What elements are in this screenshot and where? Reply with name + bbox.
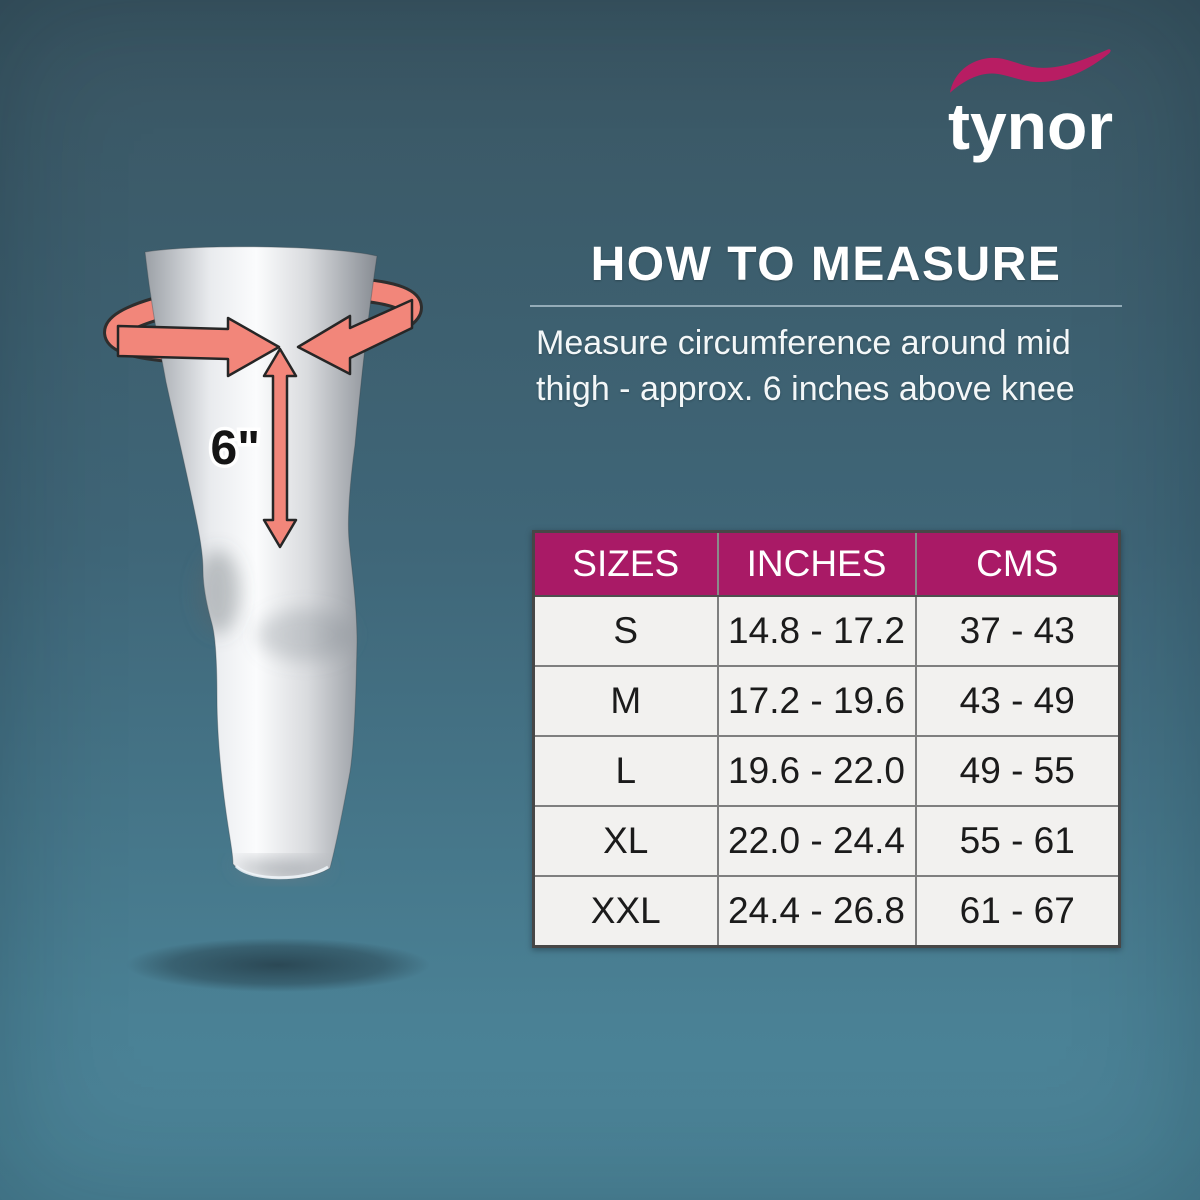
table-row: S 14.8 - 17.2 37 - 43 — [532, 595, 1121, 667]
size-cell: XL — [532, 805, 719, 877]
section-title: HOW TO MEASURE — [590, 238, 1062, 291]
leg-measurement-illustration: 6" — [103, 246, 430, 992]
title-divider — [530, 304, 1122, 307]
measurement-label: 6" — [211, 422, 260, 475]
howto-section: HOW TO MEASURE Measure circumference aro… — [530, 238, 1122, 413]
size-cell: S — [532, 595, 719, 667]
swoosh-shape — [949, 49, 1111, 93]
ankle-cut-rim — [234, 864, 329, 880]
floor-shadow — [126, 938, 430, 992]
size-cell: XXL — [532, 875, 719, 948]
inches-cell: 17.2 - 19.6 — [716, 665, 917, 737]
table-row: XXL 24.4 - 26.8 61 - 67 — [532, 875, 1121, 948]
header-sizes: SIZES — [532, 530, 719, 597]
size-chart-table: SIZES INCHES CMS S 14.8 - 17.2 37 - 43 M… — [532, 530, 1121, 948]
table-row: M 17.2 - 19.6 43 - 49 — [532, 665, 1121, 737]
inches-cell: 22.0 - 24.4 — [716, 805, 917, 877]
brand-logo: tynor — [933, 46, 1128, 163]
table-row: XL 22.0 - 24.4 55 - 61 — [532, 805, 1121, 877]
instructions-line-2: thigh - approx. 6 inches above knee — [536, 369, 1075, 408]
header-inches: INCHES — [716, 530, 917, 597]
size-cell: M — [532, 665, 719, 737]
cms-cell: 55 - 61 — [914, 805, 1121, 877]
inches-cell: 19.6 - 22.0 — [716, 735, 917, 807]
knee-crease-shading — [196, 550, 240, 634]
cms-cell: 37 - 43 — [914, 595, 1121, 667]
vertical-arrow-icon — [262, 347, 298, 549]
right-arrow-icon — [296, 298, 414, 376]
left-arrow-icon — [116, 316, 281, 378]
inches-cell: 14.8 - 17.2 — [716, 595, 917, 667]
logo-swoosh-icon — [949, 49, 1111, 93]
knee-cap-shading — [257, 609, 353, 661]
cms-cell: 61 - 67 — [914, 875, 1121, 948]
size-cell: L — [532, 735, 719, 807]
table-row: L 19.6 - 22.0 49 - 55 — [532, 735, 1121, 807]
header-cms: CMS — [914, 530, 1121, 597]
brand-name: tynor — [948, 89, 1113, 163]
measure-instructions: Measure circumference around mid thigh - … — [536, 321, 1122, 413]
cms-cell: 43 - 49 — [914, 665, 1121, 737]
table-header-row: SIZES INCHES CMS — [532, 530, 1121, 597]
cms-cell: 49 - 55 — [914, 735, 1121, 807]
inches-cell: 24.4 - 26.8 — [716, 875, 917, 948]
instructions-line-1: Measure circumference around mid — [536, 323, 1071, 362]
